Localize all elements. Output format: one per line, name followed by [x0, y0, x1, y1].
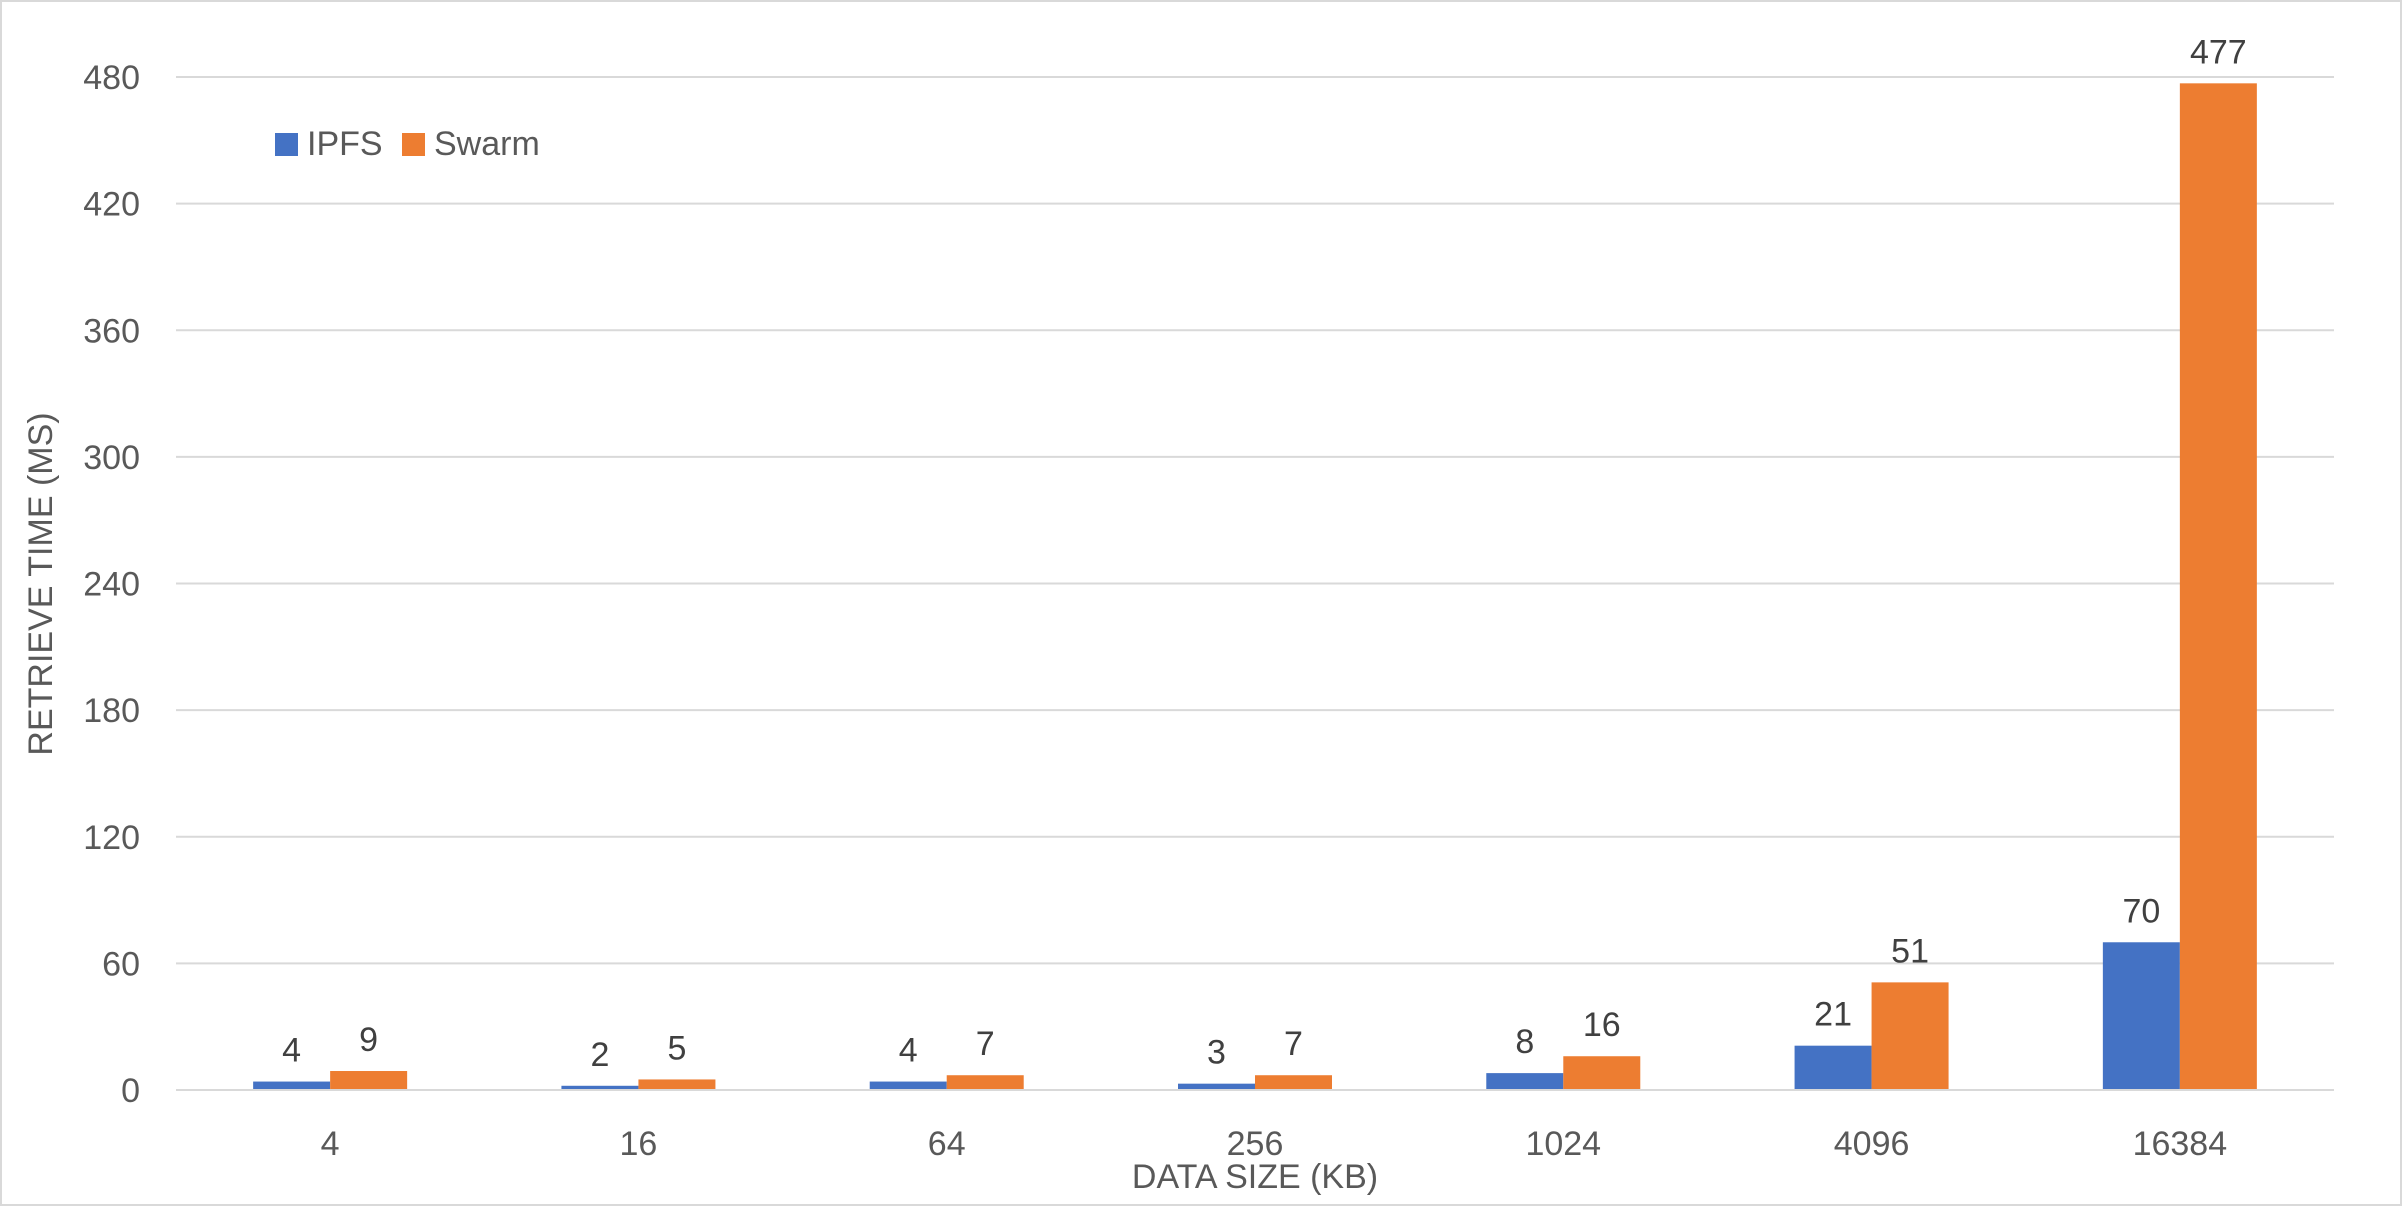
data-label: 477 — [2190, 33, 2247, 71]
bar-swarm — [946, 1075, 1024, 1090]
x-tick-label: 4 — [321, 1125, 340, 1163]
legend-swatch-swarm — [402, 133, 425, 156]
x-tick-label: 64 — [928, 1125, 966, 1163]
y-tick-label: 180 — [83, 692, 140, 730]
data-label: 4 — [282, 1032, 301, 1070]
gridlines — [176, 76, 2334, 965]
x-tick-label: 4096 — [1834, 1125, 1910, 1163]
y-tick-label: 360 — [83, 312, 140, 350]
y-tick-label: 240 — [83, 566, 140, 604]
y-tick-label: 120 — [83, 819, 140, 857]
y-axis-title: RETRIEVE TIME (MS) — [22, 412, 60, 755]
data-labels: 4 9 2 5 4 7 3 7 8 16 21 51 70 477 — [282, 33, 2247, 1073]
data-label: 7 — [976, 1025, 995, 1063]
bar-swarm — [1871, 982, 1949, 1090]
legend-swatch-ipfs — [275, 133, 298, 156]
x-tick-label: 16384 — [2133, 1125, 2228, 1163]
data-label: 51 — [1891, 932, 1929, 970]
data-label: 4 — [899, 1032, 918, 1070]
bar-ipfs — [1178, 1083, 1255, 1090]
y-tick-label: 0 — [121, 1072, 140, 1110]
data-label: 2 — [590, 1036, 609, 1074]
data-label: 8 — [1515, 1023, 1534, 1061]
bar-ipfs — [869, 1081, 947, 1090]
data-label: 70 — [2122, 892, 2160, 930]
data-label: 9 — [359, 1021, 378, 1059]
bar-ipfs — [1794, 1045, 1872, 1090]
bar-ipfs — [2102, 942, 2180, 1090]
bar-ipfs — [253, 1081, 331, 1090]
bar-swarm — [1255, 1075, 1332, 1090]
bar-swarm — [638, 1079, 716, 1090]
x-tick-label: 256 — [1227, 1125, 1284, 1163]
bar-swarm — [2179, 83, 2257, 1091]
y-tick-label: 60 — [102, 945, 140, 983]
bar-swarm — [330, 1071, 408, 1090]
data-label: 16 — [1583, 1006, 1621, 1044]
data-label: 3 — [1207, 1034, 1226, 1072]
data-label: 21 — [1814, 996, 1852, 1034]
x-tick-label: 1024 — [1525, 1125, 1601, 1163]
y-tick-label: 420 — [83, 186, 140, 224]
y-tick-label: 480 — [83, 59, 140, 97]
bars — [253, 83, 2257, 1091]
x-tick-label: 16 — [620, 1125, 658, 1163]
bar-swarm — [1563, 1056, 1641, 1090]
x-axis-title: DATA SIZE (KB) — [1132, 1158, 1378, 1196]
x-axis-ticks: 4 16 64 256 1024 4096 16384 — [321, 1125, 2227, 1163]
bar-ipfs — [561, 1085, 639, 1090]
legend-label-swarm: Swarm — [434, 125, 540, 163]
y-tick-label: 300 — [83, 439, 140, 477]
legend: IPFS Swarm — [275, 125, 540, 163]
data-label: 5 — [667, 1029, 686, 1067]
bar-ipfs — [1486, 1073, 1564, 1090]
data-label: 7 — [1284, 1025, 1303, 1063]
legend-label-ipfs: IPFS — [307, 125, 383, 163]
y-axis-ticks: 0 60 120 180 240 300 360 420 480 — [83, 59, 140, 1110]
